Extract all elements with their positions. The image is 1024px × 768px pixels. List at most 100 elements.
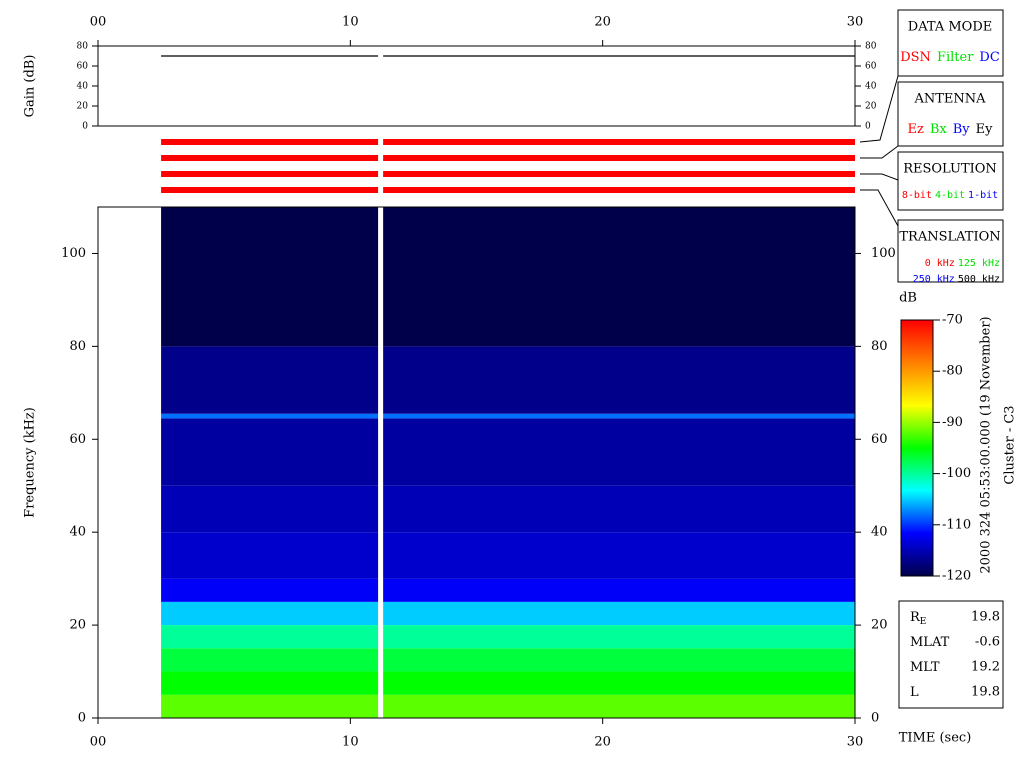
panel-item: 4-bit: [935, 190, 965, 201]
panel-item: Filter: [937, 50, 974, 65]
heatmap-cell: [383, 532, 855, 579]
plot-frame: [97, 206, 856, 719]
y-tick-label: 80: [69, 339, 86, 354]
colorbar: [900, 319, 934, 577]
ephemeris-label: L: [910, 685, 919, 700]
colorbar-tick-label: -120: [942, 569, 971, 584]
panel-item: By: [953, 122, 971, 137]
colorbar-tick-label: -80: [942, 364, 963, 379]
status-bar: [383, 171, 855, 177]
connector: [859, 75, 899, 143]
ephemeris-value: 19.2: [971, 660, 1000, 675]
heatmap-cell: [161, 601, 379, 626]
heatmap-cell: [383, 578, 855, 602]
x-tick-label: 10: [342, 15, 359, 30]
y-tick-label: 40: [865, 82, 877, 92]
panel-title: TRANSLATION: [899, 230, 1000, 245]
heatmap-cell: [161, 485, 379, 533]
panel-items: 250 kHz 500 kHz: [913, 274, 1000, 285]
colorbar-tick-label: -90: [942, 415, 963, 430]
ephemeris-label-main: MLAT: [910, 635, 950, 650]
heatmap-cell: [383, 648, 855, 672]
heatmap-cell: [383, 418, 855, 486]
heatmap-cell: [383, 694, 855, 718]
timestamp: 2000 324 05:53:00.000 (19 November): [979, 316, 994, 573]
colorbar-tick-label: -70: [942, 313, 963, 328]
y-tick-label: 20: [871, 618, 888, 633]
y-tick-label: 40: [69, 525, 86, 540]
x-tick-label: 10: [342, 735, 359, 750]
ephemeris-label-main: R: [910, 610, 921, 625]
ephemeris-value: 19.8: [971, 610, 1000, 625]
status-bar: [161, 139, 379, 145]
colorbar-tick-label: -100: [942, 466, 971, 481]
y-tick-label: 80: [871, 339, 888, 354]
connector: [860, 145, 899, 159]
y-tick-label: 20: [865, 102, 877, 112]
ephemeris-label-main: L: [910, 685, 919, 700]
ephemeris-label: RE: [910, 610, 926, 627]
x-tick-label: 20: [594, 15, 611, 30]
y-tick-label: 20: [69, 618, 86, 633]
panel-item: DSN: [900, 50, 931, 65]
panel-box: [897, 151, 1004, 211]
panel-title: ANTENNA: [913, 92, 986, 107]
heatmap-cell: [161, 671, 379, 695]
connectors: [859, 75, 899, 227]
y-tick-label: 100: [871, 246, 896, 261]
heatmap-cell: [383, 601, 855, 626]
panel-item: 1-bit: [968, 190, 998, 201]
panel-item: 8-bit: [902, 190, 932, 201]
panel-item: Ez: [908, 122, 924, 137]
y-tick-label: 60: [871, 432, 888, 447]
y-tick-label: 0: [871, 711, 879, 726]
heatmap-cell: [161, 207, 379, 347]
heatmap-cell: [383, 346, 855, 414]
panel-box: [897, 9, 1004, 77]
heatmap-cell: [161, 578, 379, 602]
y-axis-label: Frequency (kHz): [23, 407, 38, 518]
status-bar: [161, 155, 379, 161]
y-tick-label: 60: [77, 62, 89, 72]
connector: [860, 173, 899, 181]
x-tick-label: 00: [90, 735, 107, 750]
panel-item: Ey: [976, 122, 993, 137]
heatmap-cell: [383, 671, 855, 695]
colorbar-tick-label: -110: [942, 517, 971, 532]
panel-title: RESOLUTION: [903, 162, 997, 177]
status-bar: [161, 171, 379, 177]
heatmap-cell: [161, 413, 379, 419]
ephemeris-label: MLAT: [910, 635, 950, 650]
panel-title: DATA MODE: [908, 20, 992, 35]
ephemeris-label-main: MLT: [910, 660, 940, 675]
heatmap-cell: [383, 485, 855, 533]
panel-items: Ez Bx By Ey: [908, 122, 994, 137]
colorbar-label: dB: [899, 291, 917, 306]
connector: [860, 189, 899, 227]
ephemeris-value: -0.6: [975, 635, 1000, 650]
spacecraft: Cluster - C3: [1003, 405, 1018, 484]
panel-box: [897, 81, 1004, 147]
heatmap-cell: [383, 207, 855, 347]
ephemeris-label-sub: E: [920, 617, 927, 627]
status-bar: [161, 187, 379, 193]
y-tick-label: 80: [77, 42, 89, 52]
x-axis-label: TIME (sec): [899, 731, 972, 746]
status-bar: [383, 155, 855, 161]
y-tick-label: 60: [69, 432, 86, 447]
y-tick-label: 40: [871, 525, 888, 540]
y-tick-label: 0: [82, 122, 88, 132]
heatmap-cell: [383, 625, 855, 649]
heatmap-cell: [383, 413, 855, 419]
x-tick-label: 20: [594, 735, 611, 750]
heatmap-cell: [161, 625, 379, 649]
panel-item: 250 kHz: [913, 274, 955, 285]
panel-item: 500 kHz: [958, 274, 1000, 285]
y-tick-label: 100: [61, 246, 86, 261]
panel-items: 8-bit 4-bit 1-bit: [902, 190, 998, 201]
x-tick-label: 00: [90, 15, 107, 30]
y-tick-label: 40: [77, 82, 89, 92]
ephemeris-value: 19.8: [971, 685, 1000, 700]
y-tick-label: 20: [77, 102, 89, 112]
